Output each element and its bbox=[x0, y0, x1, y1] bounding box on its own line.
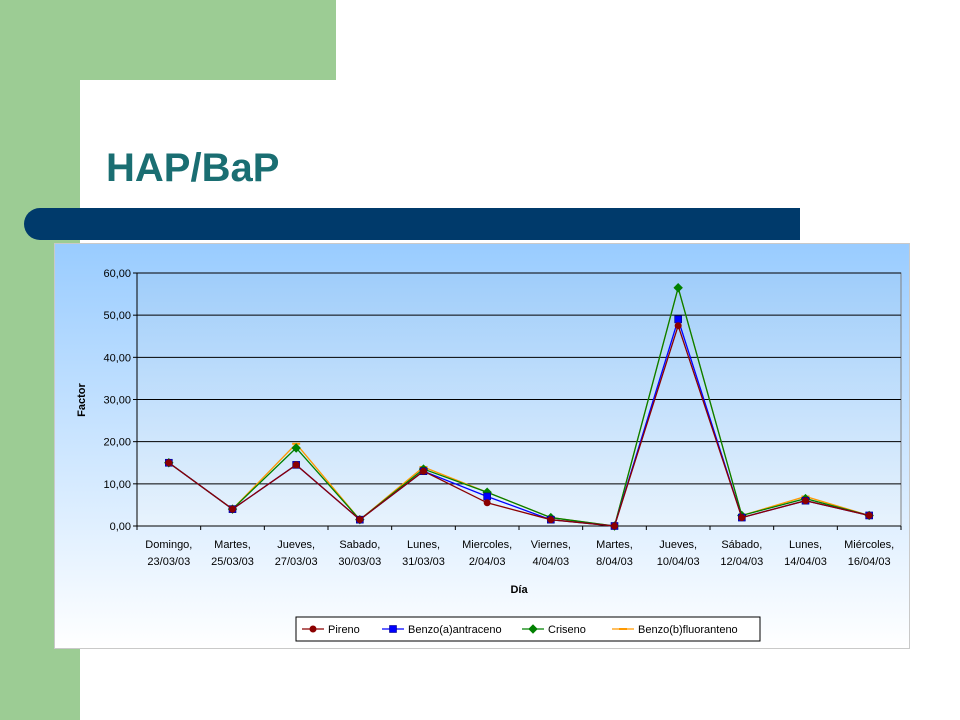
data-point-pireno bbox=[356, 516, 364, 524]
legend-marker bbox=[309, 625, 317, 633]
data-point-pireno bbox=[738, 514, 746, 522]
x-tick-label: Sábado, 12/04/03 bbox=[720, 539, 763, 568]
slide-title: HAP/BaP bbox=[106, 146, 280, 190]
legend-item-criseno: Criseno bbox=[522, 624, 586, 636]
x-tick-label: Jueves, 27/03/03 bbox=[275, 539, 318, 568]
data-point-pireno bbox=[420, 467, 427, 475]
legend-item-pireno: Pireno bbox=[302, 624, 360, 636]
data-point-criseno bbox=[291, 443, 301, 453]
y-tick-label: 30,00 bbox=[103, 395, 131, 407]
legend-marker bbox=[528, 624, 538, 634]
y-axis-label: Factor bbox=[76, 382, 88, 416]
legend-marker bbox=[389, 625, 397, 633]
data-point-pireno bbox=[802, 497, 809, 505]
x-tick-label: Jueves, 10/04/03 bbox=[657, 539, 700, 568]
data-point-criseno bbox=[673, 283, 683, 293]
decorative-green-top bbox=[0, 0, 336, 80]
series-line-criseno bbox=[168, 285, 870, 527]
x-tick-label: Martes, 25/03/03 bbox=[211, 539, 254, 568]
legend-label: Criseno bbox=[548, 624, 586, 636]
legend-label: Benzo(b)fluoranteno bbox=[638, 624, 738, 636]
data-point-benzo-a-antraceno bbox=[483, 492, 491, 501]
y-tick-label: 60,00 bbox=[103, 268, 131, 280]
x-tick-label: Martes, 8/04/03 bbox=[596, 539, 633, 568]
x-tick-label: Miércoles, 16/04/03 bbox=[844, 539, 894, 568]
data-point-pireno bbox=[611, 522, 618, 530]
x-tick-label: Sabado, 30/03/03 bbox=[338, 539, 381, 568]
data-point-pireno bbox=[165, 459, 173, 467]
title-underline-bar bbox=[24, 208, 800, 240]
data-point-pireno bbox=[292, 461, 300, 469]
chart-legend: Pireno Benzo(a)antraceno Criseno Benzo(b)fl… bbox=[295, 616, 761, 642]
y-tick-label: 0,00 bbox=[110, 521, 131, 533]
data-point-pireno bbox=[865, 511, 873, 519]
x-tick-label: Lunes, 31/03/03 bbox=[402, 539, 445, 568]
y-tick-label: 20,00 bbox=[103, 437, 131, 449]
line-chart: 0,00 10,00 20,00 30,00 40,00 50,00 60,00 Domin… bbox=[55, 244, 909, 648]
data-point-benzo-a-antraceno bbox=[674, 315, 682, 324]
x-tick-label: Miercoles, 2/04/03 bbox=[462, 539, 512, 568]
y-tick-label: 40,00 bbox=[103, 352, 131, 364]
y-tick-label: 10,00 bbox=[103, 479, 131, 491]
y-tick-label: 50,00 bbox=[103, 310, 131, 322]
x-tick-label: Viernes, 4/04/03 bbox=[531, 539, 571, 568]
legend-item-benzo-a-antraceno: Benzo(a)antraceno bbox=[382, 624, 502, 636]
legend-label: Pireno bbox=[328, 624, 360, 636]
data-point-pireno bbox=[483, 499, 491, 507]
data-point-pireno bbox=[547, 516, 555, 524]
series-line-pireno bbox=[168, 323, 870, 527]
data-point-pireno bbox=[674, 322, 682, 330]
x-tick-label: Domingo, 23/03/03 bbox=[145, 539, 192, 568]
x-axis-label: Día bbox=[510, 584, 528, 596]
legend-label: Benzo(a)antraceno bbox=[408, 624, 502, 636]
x-tick-label: Lunes, 14/04/03 bbox=[784, 539, 827, 568]
data-point-pireno bbox=[229, 505, 236, 513]
legend-item-benzo-b-fluoranteno: Benzo(b)fluoranteno bbox=[612, 624, 738, 636]
series-pireno bbox=[165, 322, 873, 530]
chart-area: 0,00 10,00 20,00 30,00 40,00 50,00 60,00 Domin… bbox=[54, 243, 910, 649]
